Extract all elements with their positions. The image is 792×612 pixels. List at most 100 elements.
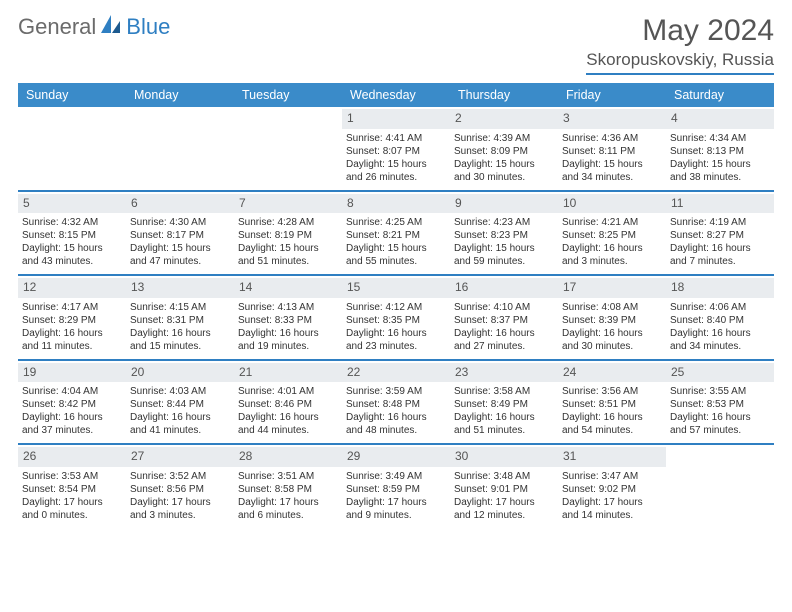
daylight-text: Daylight: 16 hours and 27 minutes. — [454, 327, 554, 353]
sunrise-text: Sunrise: 3:53 AM — [22, 470, 122, 483]
sunset-text: Sunset: 8:40 PM — [670, 314, 770, 327]
day-cell: . — [666, 445, 774, 528]
sunrise-text: Sunrise: 4:32 AM — [22, 216, 122, 229]
day-cell: 24Sunrise: 3:56 AMSunset: 8:51 PMDayligh… — [558, 361, 666, 444]
day-number: 4 — [666, 109, 774, 129]
day-number: 5 — [18, 194, 126, 214]
sunrise-text: Sunrise: 4:15 AM — [130, 301, 230, 314]
daylight-text: Daylight: 16 hours and 11 minutes. — [22, 327, 122, 353]
sunrise-text: Sunrise: 4:21 AM — [562, 216, 662, 229]
day-number: 28 — [234, 447, 342, 467]
dow-friday: Friday — [558, 83, 666, 107]
weeks-container: ...1Sunrise: 4:41 AMSunset: 8:07 PMDayli… — [18, 107, 774, 528]
day-number: 3 — [558, 109, 666, 129]
sunrise-text: Sunrise: 4:01 AM — [238, 385, 338, 398]
logo-text-blue: Blue — [126, 14, 170, 40]
sunset-text: Sunset: 8:37 PM — [454, 314, 554, 327]
daylight-text: Daylight: 17 hours and 9 minutes. — [346, 496, 446, 522]
dow-saturday: Saturday — [666, 83, 774, 107]
sunrise-text: Sunrise: 3:52 AM — [130, 470, 230, 483]
day-number: 17 — [558, 278, 666, 298]
day-number: 7 — [234, 194, 342, 214]
day-number: 8 — [342, 194, 450, 214]
day-cell: 7Sunrise: 4:28 AMSunset: 8:19 PMDaylight… — [234, 192, 342, 275]
sunrise-text: Sunrise: 4:13 AM — [238, 301, 338, 314]
sunrise-text: Sunrise: 3:47 AM — [562, 470, 662, 483]
sunrise-text: Sunrise: 4:03 AM — [130, 385, 230, 398]
sunset-text: Sunset: 8:23 PM — [454, 229, 554, 242]
day-cell: 8Sunrise: 4:25 AMSunset: 8:21 PMDaylight… — [342, 192, 450, 275]
logo-sail-icon — [100, 15, 122, 40]
day-cell: 27Sunrise: 3:52 AMSunset: 8:56 PMDayligh… — [126, 445, 234, 528]
daylight-text: Daylight: 16 hours and 54 minutes. — [562, 411, 662, 437]
logo: General Blue — [18, 14, 170, 40]
daylight-text: Daylight: 16 hours and 19 minutes. — [238, 327, 338, 353]
day-number: 24 — [558, 363, 666, 383]
day-number: 2 — [450, 109, 558, 129]
day-number: 25 — [666, 363, 774, 383]
sunrise-text: Sunrise: 4:34 AM — [670, 132, 770, 145]
day-cell: 12 Sunrise: 4:17 AMSunset: 8:29 PMDayligh… — [18, 276, 126, 359]
day-number: 21 — [234, 363, 342, 383]
sunset-text: Sunset: 8:51 PM — [562, 398, 662, 411]
day-number: 20 — [126, 363, 234, 383]
day-of-week-header: Sunday Monday Tuesday Wednesday Thursday… — [18, 83, 774, 107]
day-cell: 10Sunrise: 4:21 AMSunset: 8:25 PMDayligh… — [558, 192, 666, 275]
sunrise-text: Sunrise: 4:36 AM — [562, 132, 662, 145]
location: Skoropuskovskiy, Russia — [586, 50, 774, 75]
day-number: 27 — [126, 447, 234, 467]
daylight-text: Daylight: 15 hours and 26 minutes. — [346, 158, 446, 184]
day-cell: 30Sunrise: 3:48 AMSunset: 9:01 PMDayligh… — [450, 445, 558, 528]
day-number: 12 — [18, 278, 126, 298]
day-cell: 22Sunrise: 3:59 AMSunset: 8:48 PMDayligh… — [342, 361, 450, 444]
day-cell: 18Sunrise: 4:06 AMSunset: 8:40 PMDayligh… — [666, 276, 774, 359]
dow-wednesday: Wednesday — [342, 83, 450, 107]
daylight-text: Daylight: 16 hours and 15 minutes. — [130, 327, 230, 353]
sunset-text: Sunset: 8:15 PM — [22, 229, 122, 242]
daylight-text: Daylight: 15 hours and 30 minutes. — [454, 158, 554, 184]
sunrise-text: Sunrise: 4:17 AM — [22, 301, 122, 314]
day-number: 16 — [450, 278, 558, 298]
day-number: 22 — [342, 363, 450, 383]
day-cell: 5Sunrise: 4:32 AMSunset: 8:15 PMDaylight… — [18, 192, 126, 275]
sunset-text: Sunset: 8:39 PM — [562, 314, 662, 327]
daylight-text: Daylight: 15 hours and 38 minutes. — [670, 158, 770, 184]
daylight-text: Daylight: 15 hours and 34 minutes. — [562, 158, 662, 184]
sunset-text: Sunset: 8:58 PM — [238, 483, 338, 496]
header-right: May 2024 Skoropuskovskiy, Russia — [586, 14, 774, 75]
day-cell: 23Sunrise: 3:58 AMSunset: 8:49 PMDayligh… — [450, 361, 558, 444]
day-cell: 3Sunrise: 4:36 AMSunset: 8:11 PMDaylight… — [558, 107, 666, 190]
day-cell: 21Sunrise: 4:01 AMSunset: 8:46 PMDayligh… — [234, 361, 342, 444]
daylight-text: Daylight: 15 hours and 59 minutes. — [454, 242, 554, 268]
day-number: 31 — [558, 447, 666, 467]
calendar: Sunday Monday Tuesday Wednesday Thursday… — [18, 83, 774, 528]
daylight-text: Daylight: 17 hours and 6 minutes. — [238, 496, 338, 522]
week-row: 5 Sunrise: 4:32 AMSunset: 8:15 PM Daylight… — [18, 192, 774, 277]
sunset-text: Sunset: 8:48 PM — [346, 398, 446, 411]
day-cell: 13Sunrise: 4:15 AMSunset: 8:31 PMDayligh… — [126, 276, 234, 359]
day-number: 30 — [450, 447, 558, 467]
sunrise-text: Sunrise: 3:51 AM — [238, 470, 338, 483]
daylight-text: Daylight: 16 hours and 41 minutes. — [130, 411, 230, 437]
sunset-text: Sunset: 8:21 PM — [346, 229, 446, 242]
week-row: ...1Sunrise: 4:41 AMSunset: 8:07 PMDayli… — [18, 107, 774, 192]
daylight-text: Daylight: 16 hours and 51 minutes. — [454, 411, 554, 437]
day-cell: 16 Sunrise: 4:10 AMSunset: 8:37 PMDayligh… — [450, 276, 558, 359]
daylight-text: Daylight: 17 hours and 12 minutes. — [454, 496, 554, 522]
day-cell: 15Sunrise: 4:12 AMSunset: 8:35 PMDayligh… — [342, 276, 450, 359]
daylight-text: Daylight: 16 hours and 48 minutes. — [346, 411, 446, 437]
daylight-text: Daylight: 15 hours and 51 minutes. — [238, 242, 338, 268]
logo-text-general: General — [18, 14, 96, 40]
day-cell: 28 Sunrise: 3:51 AMSunset: 8:58 PMDayligh… — [234, 445, 342, 528]
sunrise-text: Sunrise: 4:10 AM — [454, 301, 554, 314]
day-cell: . — [18, 107, 126, 190]
sunset-text: Sunset: 8:29 PM — [22, 314, 122, 327]
day-cell: 2Sunrise: 4:39 AMSunset: 8:09 PMDaylight… — [450, 107, 558, 190]
day-cell: 26Sunrise: 3:53 AMSunset: 8:54 PMDayligh… — [18, 445, 126, 528]
sunset-text: Sunset: 8:49 PM — [454, 398, 554, 411]
sunrise-text: Sunrise: 4:30 AM — [130, 216, 230, 229]
sunrise-text: Sunrise: 4:08 AM — [562, 301, 662, 314]
daylight-text: Daylight: 16 hours and 30 minutes. — [562, 327, 662, 353]
sunset-text: Sunset: 8:35 PM — [346, 314, 446, 327]
sunrise-text: Sunrise: 3:58 AM — [454, 385, 554, 398]
